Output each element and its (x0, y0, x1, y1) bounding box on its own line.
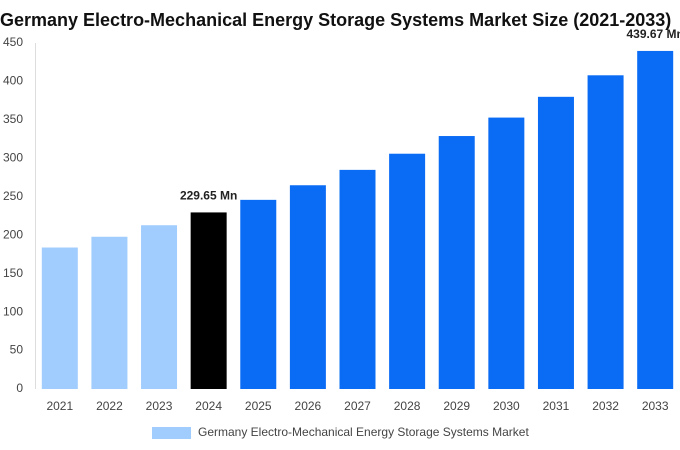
x-tick-label: 2033 (642, 399, 669, 413)
bar (91, 236, 128, 389)
x-tick-label: 2022 (96, 399, 123, 413)
bar (141, 225, 178, 389)
x-tick-label: 2030 (493, 399, 520, 413)
bar (289, 185, 326, 389)
legend-swatch (152, 427, 191, 439)
x-tick-label: 2031 (543, 399, 570, 413)
bar (637, 50, 674, 389)
bar (339, 169, 376, 389)
x-tick-label: 2032 (592, 399, 619, 413)
y-tick-label: 450 (3, 35, 23, 49)
y-tick-label: 100 (3, 304, 23, 318)
value-label: 439.67 Mn (627, 27, 680, 41)
x-tick-label: 2023 (146, 399, 173, 413)
bar (488, 117, 525, 390)
bar (190, 212, 227, 389)
x-tick-label: 2021 (46, 399, 73, 413)
bar (41, 247, 78, 389)
bar (587, 75, 624, 389)
value-label: 229.65 Mn (180, 189, 237, 203)
x-tick-label: 2026 (295, 399, 322, 413)
x-tick-label: 2029 (443, 399, 470, 413)
chart-title: Germany Electro-Mechanical Energy Storag… (0, 10, 671, 30)
y-tick-label: 50 (10, 343, 24, 357)
legend-label: Germany Electro-Mechanical Energy Storag… (198, 425, 529, 439)
y-tick-label: 400 (3, 74, 23, 88)
x-tick-label: 2027 (344, 399, 371, 413)
y-tick-label: 150 (3, 266, 23, 280)
x-tick-label: 2028 (394, 399, 421, 413)
bar (240, 199, 277, 389)
y-tick-label: 250 (3, 189, 23, 203)
y-tick-label: 0 (16, 381, 23, 395)
y-tick-label: 350 (3, 112, 23, 126)
y-tick-label: 300 (3, 151, 23, 165)
y-tick-label: 200 (3, 227, 23, 241)
bar (537, 96, 574, 390)
bar (438, 136, 475, 389)
bar (389, 153, 426, 389)
x-tick-label: 2025 (245, 399, 272, 413)
x-tick-label: 2024 (195, 399, 222, 413)
